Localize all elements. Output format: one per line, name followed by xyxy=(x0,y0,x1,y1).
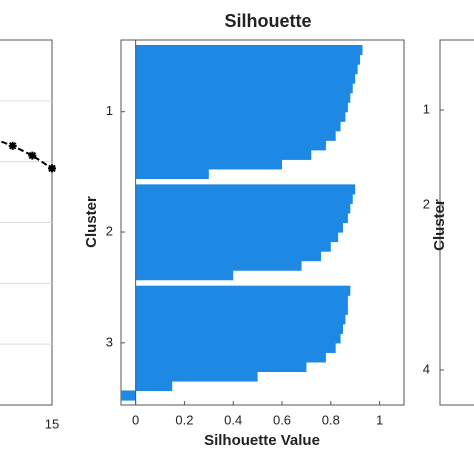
silhouette-bar xyxy=(135,73,356,84)
silhouette-bar xyxy=(135,184,356,195)
y-tick-label: 1 xyxy=(423,101,430,116)
point xyxy=(8,141,17,150)
silhouette-axes-box xyxy=(120,39,405,406)
silhouette-bar xyxy=(135,54,361,65)
chart-title: Silhouette xyxy=(224,11,311,31)
y-axis-label: Cluster xyxy=(83,196,100,248)
silhouette-bar xyxy=(135,260,302,271)
y-axis-label: Cluster xyxy=(431,199,448,251)
silhouette-bar xyxy=(135,64,358,75)
point xyxy=(48,164,56,173)
silhouette-bar xyxy=(135,121,341,132)
silhouette-bar xyxy=(135,285,351,296)
silhouette-bar xyxy=(135,130,336,141)
x-tick-label: 0.6 xyxy=(273,412,291,427)
silhouette-bar xyxy=(135,83,353,94)
x-tick-label: 0.4 xyxy=(224,412,242,427)
silhouette-bar xyxy=(135,304,348,315)
silhouette-bar xyxy=(135,45,363,56)
y-tick-label: 2 xyxy=(423,196,430,211)
silhouette-bar xyxy=(135,159,283,170)
x-tick-label: 0.8 xyxy=(322,412,340,427)
y-tick-label: 3 xyxy=(106,334,113,349)
x-axis-label: Silhouette Value xyxy=(204,432,320,449)
silhouette-bar xyxy=(135,193,353,205)
y-tick-label: 1 xyxy=(106,103,113,118)
silhouette-bar xyxy=(135,371,258,382)
silhouette-bar xyxy=(135,111,346,122)
silhouette-bar xyxy=(135,342,336,353)
y-tick-label: 4 xyxy=(423,361,430,376)
silhouette-bar xyxy=(135,203,351,214)
silhouette-bar xyxy=(135,323,344,334)
silhouette-bar xyxy=(135,295,348,306)
silhouette-bar xyxy=(135,149,312,160)
silhouette-bar xyxy=(135,380,173,392)
point xyxy=(28,151,37,160)
silhouette-bar xyxy=(135,168,209,179)
x-tick-label: 0 xyxy=(132,412,139,427)
silhouette-bar xyxy=(135,251,322,262)
y-tick-label: 2 xyxy=(106,223,113,238)
x-tick-label: 15 xyxy=(45,416,59,431)
x-tick-label: 1 xyxy=(376,412,383,427)
silhouette-bar xyxy=(135,361,307,373)
line xyxy=(0,140,53,170)
silhouette-bar xyxy=(135,314,346,325)
silhouette-bar xyxy=(135,102,348,113)
silhouette-bar xyxy=(135,333,341,344)
silhouette-bar xyxy=(135,222,344,233)
right-axes-box xyxy=(439,39,474,406)
silhouette-bar xyxy=(121,390,136,401)
silhouette-bar xyxy=(135,140,326,151)
silhouette-bar xyxy=(135,352,326,363)
silhouette-bar xyxy=(135,92,351,103)
silhouette-bar xyxy=(135,270,234,281)
silhouette-bar xyxy=(135,232,339,243)
x-tick-label: 0.2 xyxy=(175,412,193,427)
silhouette-bar xyxy=(135,241,331,252)
silhouette-bar xyxy=(135,212,348,224)
